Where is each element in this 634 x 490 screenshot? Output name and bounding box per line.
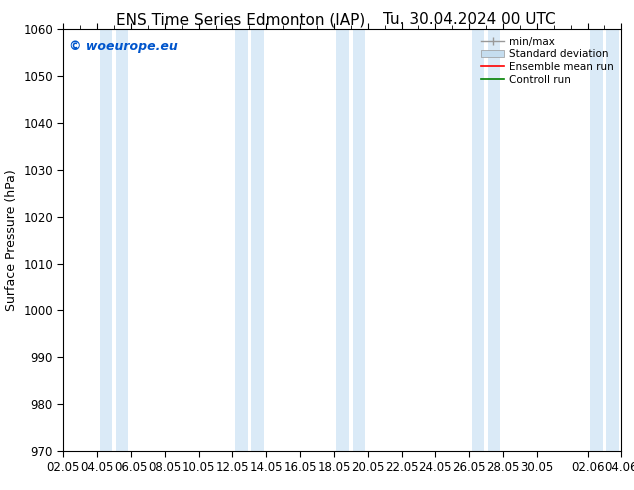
Bar [337, 29, 349, 451]
Bar [488, 29, 500, 451]
Bar [100, 29, 112, 451]
Bar [472, 29, 484, 451]
Text: ENS Time Series Edmonton (IAP): ENS Time Series Edmonton (IAP) [116, 12, 366, 27]
Bar [353, 29, 365, 451]
Text: © woeurope.eu: © woeurope.eu [69, 40, 178, 53]
Bar [235, 29, 248, 451]
Bar [606, 29, 619, 451]
Legend: min/max, Standard deviation, Ensemble mean run, Controll run: min/max, Standard deviation, Ensemble me… [479, 35, 616, 87]
Y-axis label: Surface Pressure (hPa): Surface Pressure (hPa) [4, 169, 18, 311]
Text: Tu. 30.04.2024 00 UTC: Tu. 30.04.2024 00 UTC [383, 12, 555, 27]
Bar [251, 29, 264, 451]
Bar [116, 29, 129, 451]
Bar [590, 29, 603, 451]
